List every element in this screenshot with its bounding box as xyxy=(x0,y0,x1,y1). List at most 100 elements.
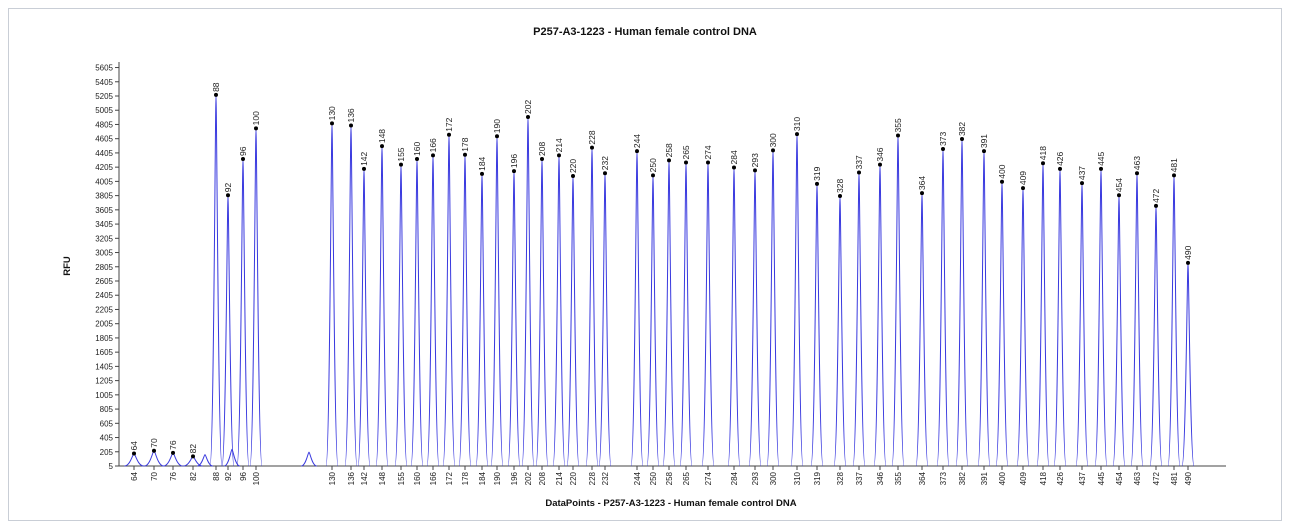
peak-trace xyxy=(236,158,250,467)
chart-title: P257-A3-1223 - Human female control DNA xyxy=(533,26,757,38)
peak-marker xyxy=(1058,166,1062,171)
minor-peak-trace xyxy=(224,448,240,467)
y-tick-label: 3605 xyxy=(95,206,113,215)
peak-marker xyxy=(982,149,986,154)
x-tick-label: 232 xyxy=(601,471,610,485)
peak-marker xyxy=(431,153,435,158)
x-tick-label: 92 xyxy=(224,471,233,480)
x-tick-label: 346 xyxy=(876,471,885,485)
peak-label: 463 xyxy=(1132,156,1142,170)
peak-trace xyxy=(1075,182,1089,467)
peak-trace xyxy=(630,150,644,467)
x-tick-label: 208 xyxy=(538,471,547,485)
y-tick-label: 1605 xyxy=(95,348,113,357)
y-tick-label: 1805 xyxy=(95,334,113,343)
peak-marker xyxy=(732,165,736,170)
peak-marker xyxy=(960,137,964,142)
peak-label: 481 xyxy=(1169,158,1179,172)
x-tick-label: 96 xyxy=(239,471,248,480)
peak-marker xyxy=(571,174,575,179)
y-tick-label: 5005 xyxy=(95,106,113,115)
x-tick-label: 355 xyxy=(894,471,903,485)
peak-marker xyxy=(603,171,607,176)
peak-marker xyxy=(152,448,156,453)
peak-label: 136 xyxy=(346,108,356,122)
x-tick-label: 88 xyxy=(212,471,221,480)
peak-marker xyxy=(226,193,230,198)
peak-label: 274 xyxy=(703,145,713,159)
peak-marker xyxy=(920,191,924,196)
peak-trace xyxy=(344,124,358,467)
peak-marker xyxy=(706,160,710,165)
peak-marker xyxy=(896,133,900,138)
peak-marker xyxy=(512,169,516,174)
peak-marker xyxy=(1000,179,1004,184)
peak-marker xyxy=(941,147,945,152)
peak-marker xyxy=(795,132,799,137)
peak-marker xyxy=(878,162,882,167)
peak-marker xyxy=(1080,181,1084,186)
y-tick-label: 4605 xyxy=(95,135,113,144)
y-tick-label: 2005 xyxy=(95,320,113,329)
y-tick-label: 605 xyxy=(100,419,114,428)
x-tick-label: 184 xyxy=(478,471,487,485)
x-tick-label: 300 xyxy=(769,471,778,485)
peak-label: 100 xyxy=(251,111,261,125)
peak-trace xyxy=(598,172,612,467)
peak-label: 82 xyxy=(188,444,198,454)
x-tick-label: 274 xyxy=(704,471,713,485)
peak-trace xyxy=(1036,162,1050,467)
x-tick-label: 142 xyxy=(360,471,369,485)
x-tick-label: 284 xyxy=(730,471,739,485)
y-tick-label: 1005 xyxy=(95,391,113,400)
peak-label: 258 xyxy=(664,143,674,157)
x-tick-label: 293 xyxy=(751,471,760,485)
x-tick-label: 196 xyxy=(510,471,519,485)
peak-marker xyxy=(684,160,688,165)
peak-marker xyxy=(557,153,561,158)
peak-marker xyxy=(399,162,403,167)
peak-trace xyxy=(915,192,929,467)
peak-trace xyxy=(552,154,566,467)
peak-marker xyxy=(1041,161,1045,166)
peak-marker xyxy=(1154,203,1158,208)
peak-trace xyxy=(426,154,440,467)
peak-marker xyxy=(857,170,861,175)
peak-marker xyxy=(171,450,175,455)
peak-trace xyxy=(790,133,804,467)
peak-marker xyxy=(447,132,451,137)
x-tick-label: 220 xyxy=(569,471,578,485)
peak-label: 337 xyxy=(854,155,864,169)
x-tick-label: 172 xyxy=(445,471,454,485)
peak-trace xyxy=(357,168,371,467)
peak-label: 437 xyxy=(1077,166,1087,180)
peak-marker xyxy=(667,158,671,163)
peak-trace xyxy=(209,94,223,467)
peak-trace xyxy=(442,134,456,467)
peak-label: 96 xyxy=(238,146,248,156)
x-tick-label: 319 xyxy=(813,471,822,485)
peak-label: 328 xyxy=(835,179,845,193)
y-tick-label: 4805 xyxy=(95,120,113,129)
y-tick-label: 2405 xyxy=(95,291,113,300)
x-axis-label: DataPoints - P257-A3-1223 - Human female… xyxy=(545,498,796,509)
peak-trace xyxy=(249,127,263,467)
x-tick-label: 373 xyxy=(939,471,948,485)
y-tick-label: 3405 xyxy=(95,220,113,229)
peak-label: 130 xyxy=(327,106,337,120)
peak-trace xyxy=(394,164,408,467)
peak-marker xyxy=(651,173,655,178)
x-tick-label: 445 xyxy=(1097,471,1106,485)
peak-marker xyxy=(241,156,245,161)
peak-label: 220 xyxy=(568,159,578,173)
x-tick-label: 437 xyxy=(1078,471,1087,485)
peak-label: 70 xyxy=(149,438,159,448)
peak-trace xyxy=(1094,168,1108,467)
x-tick-label: 160 xyxy=(413,471,422,485)
peak-trace xyxy=(507,170,521,467)
peak-trace xyxy=(977,150,991,467)
x-tick-label: 244 xyxy=(633,471,642,485)
peak-label: 160 xyxy=(412,142,422,156)
peak-marker xyxy=(380,144,384,149)
